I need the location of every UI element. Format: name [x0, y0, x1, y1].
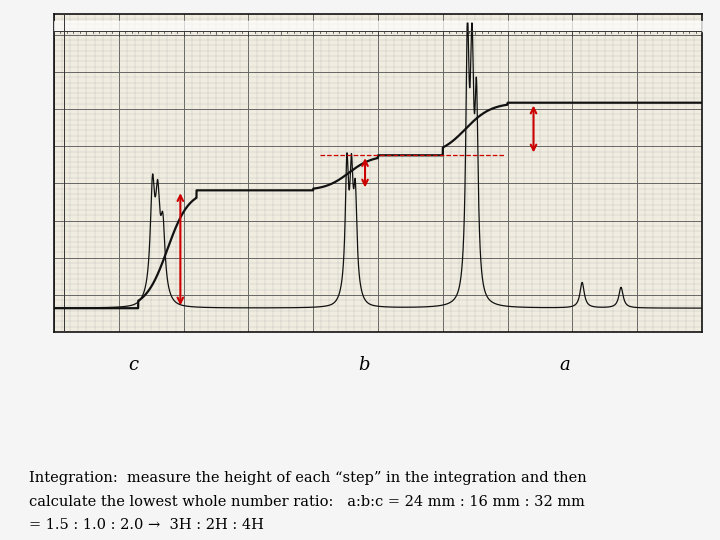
Text: = 1.5 : 1.0 : 2.0 →  3H : 2H : 4H: = 1.5 : 1.0 : 2.0 → 3H : 2H : 4H	[29, 518, 264, 532]
Text: c: c	[128, 356, 138, 374]
Text: b: b	[358, 356, 369, 374]
Text: a: a	[560, 356, 570, 374]
Text: Integration:  measure the height of each “step” in the integration and then: Integration: measure the height of each …	[29, 471, 587, 484]
Text: calculate the lowest whole number ratio:   a:b:c = 24 mm : 16 mm : 32 mm: calculate the lowest whole number ratio:…	[29, 495, 585, 509]
